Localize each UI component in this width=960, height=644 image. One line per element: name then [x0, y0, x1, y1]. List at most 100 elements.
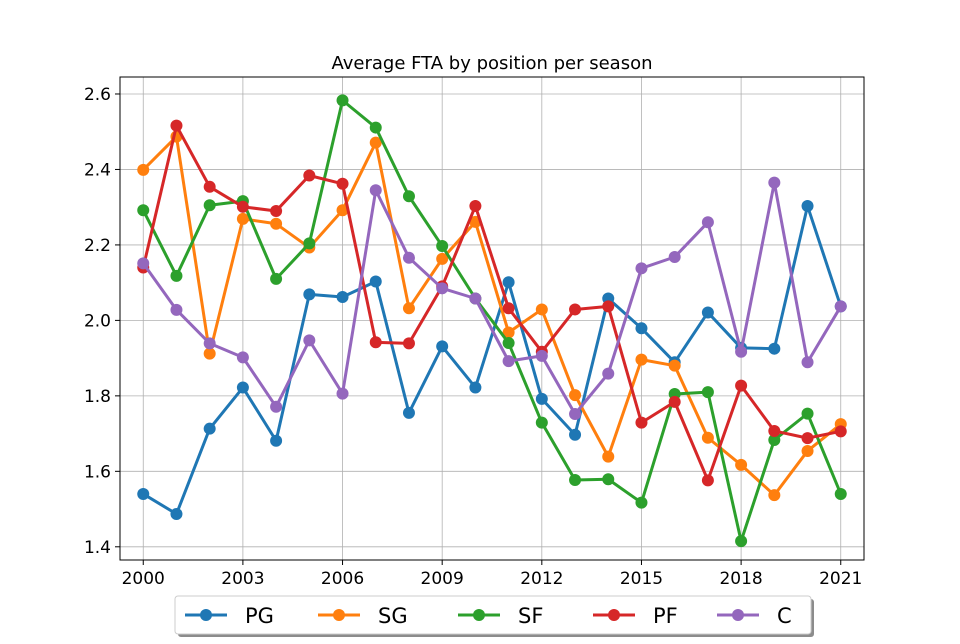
data-point-sg	[801, 444, 814, 457]
data-point-pg	[203, 422, 216, 435]
legend-entry-pf: PF	[593, 604, 678, 628]
data-point-sg	[768, 489, 781, 502]
data-point-c	[768, 176, 781, 189]
data-point-pg	[402, 406, 415, 419]
data-point-c	[170, 303, 183, 316]
data-point-c	[436, 282, 449, 295]
x-tick-label: 2012	[520, 569, 563, 589]
data-point-pf	[768, 424, 781, 437]
data-point-pg	[569, 428, 582, 441]
data-point-c	[602, 367, 615, 380]
data-point-pf	[701, 474, 714, 487]
data-point-pg	[369, 275, 382, 288]
series-line-c	[142, 181, 843, 416]
data-point-c	[735, 345, 748, 358]
data-point-c	[668, 250, 681, 263]
data-point-sf	[834, 487, 847, 500]
data-point-pf	[369, 336, 382, 349]
data-point-pf	[170, 119, 183, 132]
data-point-sf	[270, 272, 283, 285]
data-point-sg	[569, 389, 582, 402]
legend-entry-sg: SG	[318, 604, 408, 628]
data-point-pf	[635, 416, 648, 429]
data-point-pg	[801, 200, 814, 213]
data-point-pf	[402, 337, 415, 350]
data-point-c	[701, 216, 714, 229]
legend-entry-sf: SF	[458, 604, 543, 628]
data-point-pf	[203, 180, 216, 193]
data-point-sf	[801, 407, 814, 420]
plot-area-frame	[119, 76, 865, 561]
data-point-sf	[402, 190, 415, 203]
x-axis: 2000 2003 2006 2009 2012 2015 2018 2021	[122, 560, 862, 589]
data-point-sg	[436, 252, 449, 265]
data-point-pf	[270, 204, 283, 217]
data-point-c	[236, 351, 249, 364]
data-point-sg	[270, 217, 283, 230]
data-point-c	[502, 355, 515, 368]
legend: PG SG SF PF C	[174, 595, 814, 637]
x-tick-label: 2000	[122, 569, 165, 589]
data-point-sf	[369, 121, 382, 134]
data-point-sf	[170, 269, 183, 282]
data-point-sf	[768, 434, 781, 447]
data-point-sf	[569, 474, 582, 487]
data-point-sg	[535, 303, 548, 316]
legend-marker-sg	[333, 609, 345, 621]
legend-label-pg: PG	[245, 604, 274, 628]
data-point-pf	[469, 200, 482, 213]
data-point-sf	[303, 237, 316, 250]
data-point-c	[635, 262, 648, 275]
data-point-c	[203, 337, 216, 350]
legend-label-c: C	[777, 604, 792, 628]
data-point-c	[569, 407, 582, 420]
legend-marker-pg	[200, 609, 212, 621]
data-point-sg	[336, 204, 349, 217]
data-point-pf	[569, 303, 582, 316]
chart-title: Average FTA by position per season	[331, 53, 652, 74]
data-point-sf	[602, 473, 615, 486]
data-point-c	[137, 257, 150, 270]
data-point-sf	[735, 535, 748, 548]
legend-entry-pg: PG	[185, 604, 274, 628]
series-pf	[137, 119, 847, 487]
data-point-pf	[602, 300, 615, 313]
data-point-c	[270, 400, 283, 413]
legend-marker-sf	[473, 609, 485, 621]
data-point-sg	[236, 212, 249, 225]
series-line-pg	[142, 204, 843, 516]
y-tick-label: 2.6	[84, 85, 111, 105]
data-point-pg	[768, 342, 781, 355]
series-lines	[137, 94, 847, 548]
data-point-pg	[635, 322, 648, 335]
data-point-pg	[469, 381, 482, 394]
data-point-pf	[336, 177, 349, 190]
y-tick-label: 1.4	[84, 538, 111, 558]
data-point-pg	[336, 290, 349, 303]
data-point-sf	[436, 240, 449, 253]
data-point-c	[336, 387, 349, 400]
x-tick-label: 2018	[719, 569, 762, 589]
data-point-pf	[236, 200, 249, 213]
data-point-sf	[535, 416, 548, 429]
legend-marker-c	[732, 609, 744, 621]
x-tick-label: 2021	[819, 569, 862, 589]
y-tick-label: 2.2	[84, 236, 111, 256]
x-tick-label: 2015	[620, 569, 663, 589]
x-tick-label: 2003	[221, 569, 264, 589]
data-point-sg	[502, 326, 515, 339]
data-point-pf	[502, 302, 515, 315]
data-point-pg	[502, 276, 515, 289]
data-point-sg	[602, 450, 615, 463]
y-tick-label: 2.0	[84, 311, 111, 331]
data-point-pg	[701, 306, 714, 319]
series-line-sf	[141, 98, 843, 543]
data-point-pf	[668, 395, 681, 408]
data-point-sf	[701, 386, 714, 399]
data-point-pg	[303, 288, 316, 301]
data-point-pg	[170, 507, 183, 520]
data-point-sg	[701, 431, 714, 444]
series-c	[137, 176, 847, 420]
legend-entry-c: C	[717, 604, 792, 628]
data-point-sf	[336, 94, 349, 107]
